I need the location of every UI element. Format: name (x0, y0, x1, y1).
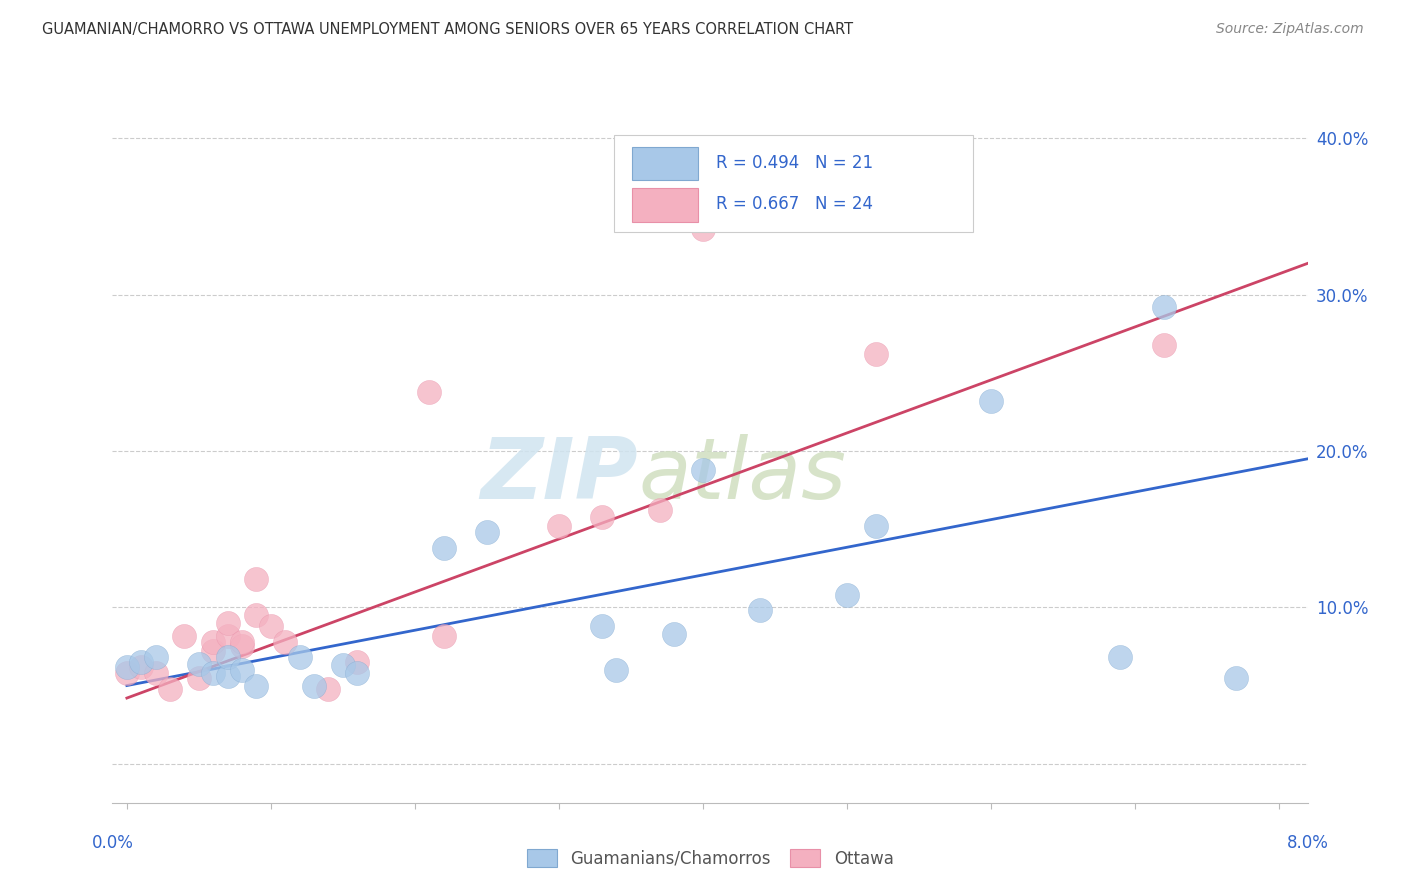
Point (980, 394, 1002, 409)
Point (547, 519, 569, 533)
Point (1153, 300, 1175, 314)
Text: Source: ZipAtlas.com: Source: ZipAtlas.com (1216, 22, 1364, 37)
Point (865, 519, 887, 533)
Point (245, 572, 267, 586)
Point (187, 657, 209, 671)
Point (318, 681, 340, 696)
Point (145, 666, 167, 681)
Point (865, 347, 887, 361)
Point (648, 503, 671, 517)
Point (217, 650, 239, 665)
Text: 0.0%: 0.0% (91, 834, 134, 852)
Y-axis label: Unemployment Among Seniors over 65 years: Unemployment Among Seniors over 65 years (0, 288, 7, 622)
Point (433, 628, 456, 642)
Point (475, 525, 498, 540)
Point (159, 681, 181, 696)
Point (231, 663, 253, 677)
Point (1153, 337, 1175, 351)
Point (145, 650, 167, 665)
Point (288, 650, 311, 665)
Point (1225, 671, 1247, 685)
FancyBboxPatch shape (633, 188, 697, 222)
Point (591, 509, 613, 524)
Text: R = 0.494   N = 21: R = 0.494 N = 21 (716, 153, 873, 171)
Point (692, 463, 714, 477)
Point (274, 634, 297, 648)
Point (835, 588, 858, 602)
Text: GUAMANIAN/CHAMORRO VS OTTAWA UNEMPLOYMENT AMONG SENIORS OVER 65 YEARS CORRELATIO: GUAMANIAN/CHAMORRO VS OTTAWA UNEMPLOYMEN… (42, 22, 853, 37)
Text: 8.0%: 8.0% (1286, 834, 1329, 852)
FancyBboxPatch shape (614, 135, 973, 232)
Point (202, 666, 225, 681)
FancyBboxPatch shape (633, 146, 697, 180)
Point (173, 628, 195, 642)
Point (302, 679, 325, 693)
Point (231, 640, 253, 654)
Text: ZIP: ZIP (481, 434, 638, 517)
Point (346, 666, 368, 681)
Point (129, 660, 152, 674)
Point (245, 608, 267, 623)
Point (346, 655, 368, 669)
Point (115, 660, 138, 674)
Point (605, 663, 627, 677)
Point (692, 222, 714, 236)
Point (115, 666, 138, 681)
Point (202, 634, 225, 648)
Point (217, 669, 239, 683)
Point (418, 384, 440, 399)
Text: R = 0.667   N = 24: R = 0.667 N = 24 (716, 195, 873, 213)
Point (245, 679, 267, 693)
Legend: Guamanians/Chamorros, Ottawa: Guamanians/Chamorros, Ottawa (520, 842, 900, 874)
Point (187, 671, 209, 685)
Text: atlas: atlas (638, 434, 846, 517)
Point (202, 644, 225, 658)
Point (662, 627, 685, 641)
Point (217, 628, 239, 642)
Point (217, 615, 239, 630)
Point (231, 634, 253, 648)
Point (332, 658, 354, 673)
Point (1109, 650, 1132, 665)
Point (433, 541, 456, 555)
Point (749, 603, 772, 617)
Point (129, 655, 152, 669)
Point (260, 619, 283, 633)
Point (591, 619, 613, 633)
